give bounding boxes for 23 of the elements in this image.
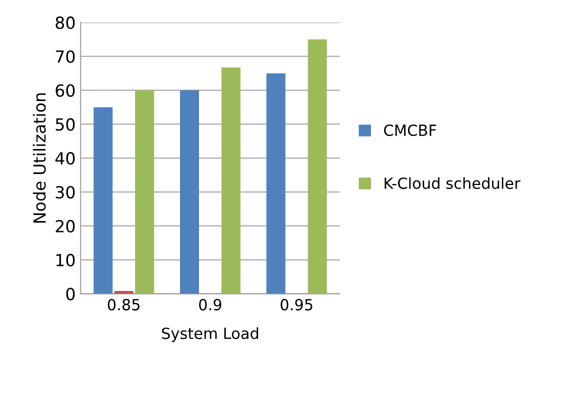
legend-label: CMCBF [384,124,436,136]
y-tick-label: 10 [56,254,75,266]
y-tick-label: 80 [56,16,75,30]
bar [114,291,134,294]
y-tick-label: 20 [56,220,75,232]
y-axis-title: Node Utilization [32,93,46,223]
y-tick-label: 0 [66,288,75,300]
x-tick-label: 0.85 [108,298,140,310]
y-tick-label: 50 [56,118,75,131]
y-tick-label: 30 [56,186,75,199]
bar [180,90,200,294]
legend-label: K-Cloud scheduler [384,177,520,190]
y-tick-label: 60 [56,84,75,97]
bar [94,107,113,294]
bar [266,73,286,294]
x-axis-title: System Load [162,327,258,342]
y-tick-label: 70 [56,50,75,63]
bar [135,90,154,294]
x-tick-label: 0.95 [280,298,312,310]
bar [221,68,240,294]
x-tick-label: 0.9 [199,298,222,310]
y-tick-label: 40 [55,152,75,165]
bar [308,39,327,294]
